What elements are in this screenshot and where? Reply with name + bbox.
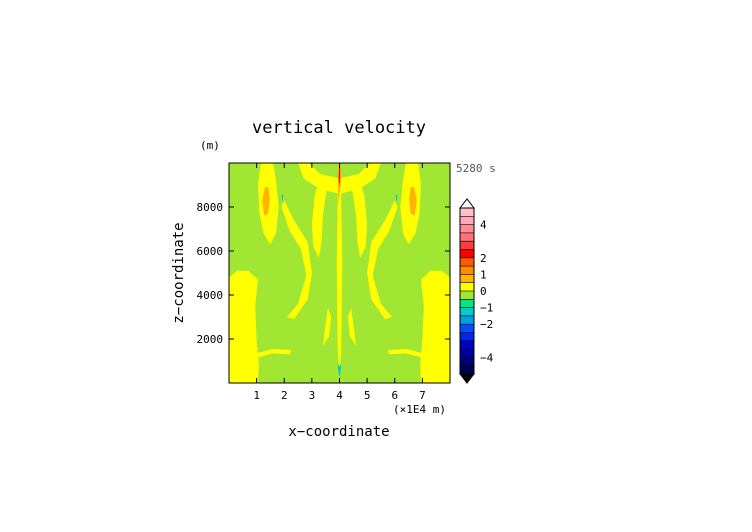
contour-region-negative-20 xyxy=(395,194,398,203)
y-tick-label: 6000 xyxy=(197,245,224,258)
colorbar-over-triangle xyxy=(458,198,476,209)
x-tick-label: 5 xyxy=(364,389,371,402)
contour-region-positive-8 xyxy=(351,176,368,258)
x-tick-label: 2 xyxy=(281,389,288,402)
x-tick-label: 6 xyxy=(391,389,398,402)
y-tick-label: 2000 xyxy=(197,333,224,346)
chart-title: vertical velocity xyxy=(252,118,426,138)
colorbar-label: 4 xyxy=(480,219,487,232)
colorbar-swatch-9 xyxy=(460,282,474,292)
colorbar-swatch-15 xyxy=(460,332,474,342)
colorbar-swatch-12 xyxy=(460,307,474,317)
contour-region-negative-19 xyxy=(281,194,284,203)
colorbar-swatch-8 xyxy=(460,274,474,284)
y-tick-label: 4000 xyxy=(197,289,224,302)
plot-area xyxy=(228,162,451,384)
colorbar-swatch-10 xyxy=(460,291,474,300)
contour-region-positive-4 xyxy=(281,200,312,320)
contour-region-moderate-14 xyxy=(262,187,270,216)
colorbar-label: −4 xyxy=(480,351,494,364)
y-axis-label: z−coordinate xyxy=(171,222,187,323)
colorbar-swatch-0 xyxy=(460,208,474,217)
contour-region-positive-10 xyxy=(347,308,357,346)
colorbar-swatch-7 xyxy=(460,266,474,275)
colorbar: 4 2 1 0 −1 −2 −4 xyxy=(458,198,494,384)
contour-region-positive-12 xyxy=(387,348,423,358)
colorbar-swatch-18 xyxy=(460,357,474,367)
y-tick-label: 8000 xyxy=(197,201,224,214)
colorbar-under-triangle xyxy=(458,373,476,384)
contour-region-positive-5 xyxy=(367,200,398,320)
contour-region-strong-17 xyxy=(338,167,341,188)
contour-region-positive-0 xyxy=(229,270,259,383)
colorbar-label: 1 xyxy=(480,268,487,281)
x-tick-label: 3 xyxy=(309,389,316,402)
colorbar-swatch-3 xyxy=(460,232,474,242)
colorbar-swatch-16 xyxy=(460,340,474,350)
colorbar-swatch-19 xyxy=(460,365,474,375)
x-tick-label: 1 xyxy=(253,389,260,402)
contour-region-negative-18 xyxy=(337,363,342,378)
y-axis: 2000 4000 6000 8000 xyxy=(197,201,450,346)
contour-region-positive-13 xyxy=(336,165,343,379)
colorbar-label: 0 xyxy=(480,285,487,298)
y-axis-unit: (m) xyxy=(200,139,220,152)
colorbar-swatch-11 xyxy=(460,299,474,308)
x-tick-label: 7 xyxy=(419,389,426,402)
contour-region-positive-9 xyxy=(322,308,332,346)
contour-region-positive-7 xyxy=(311,176,328,258)
x-axis-unit: (×1E4 m) xyxy=(393,403,446,416)
x-axis: 1 2 3 4 5 6 7 xyxy=(253,163,426,402)
colorbar-label: −2 xyxy=(480,318,493,331)
contour-region-positive-11 xyxy=(256,348,292,358)
colorbar-swatch-5 xyxy=(460,249,474,259)
colorbar-swatch-14 xyxy=(460,324,474,333)
colorbar-label: 2 xyxy=(480,252,487,265)
colorbar-swatch-6 xyxy=(460,257,474,267)
colorbar-swatch-17 xyxy=(460,349,474,358)
contour-region-positive-1 xyxy=(420,270,450,383)
x-axis-label: x−coordinate xyxy=(288,424,389,440)
colorbar-swatch-2 xyxy=(460,224,474,234)
time-label: 5280 s xyxy=(456,162,496,175)
colorbar-swatch-4 xyxy=(460,241,474,250)
contour-region-moderate-15 xyxy=(409,187,417,216)
colorbar-label: −1 xyxy=(480,302,493,315)
colorbar-swatch-1 xyxy=(460,216,474,225)
x-tick-label: 4 xyxy=(336,389,343,402)
colorbar-swatch-13 xyxy=(460,315,474,325)
